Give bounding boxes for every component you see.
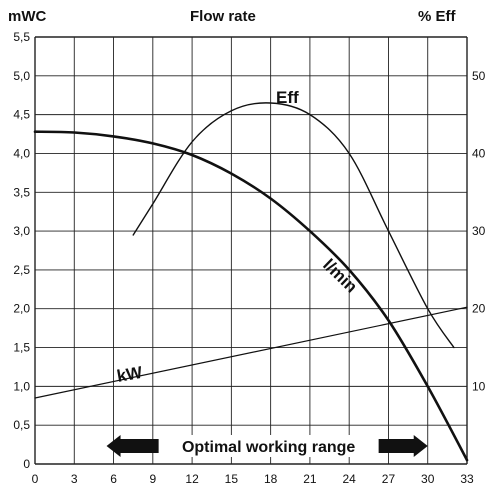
y-tick-label: 2,5 [13,263,30,277]
annotation-kw: kW [115,363,144,386]
annotation-eff: Eff [276,88,299,107]
series-line-eff [132,102,455,349]
x-tick-label: 27 [382,472,396,486]
y2-tick-label: 40 [472,146,486,160]
x-tick-label: 15 [225,472,239,486]
x-tick-label: 24 [343,472,357,486]
x-tick-label: 6 [110,472,117,486]
x-tick-label: 30 [421,472,435,486]
range-label-bg [158,435,379,457]
right-axis-title: % Eff [418,8,456,25]
x-tick-label: 33 [460,472,474,486]
x-tick-label: 21 [303,472,317,486]
y-tick-label: 3,0 [13,224,30,238]
y2-tick-label: 20 [472,302,486,316]
series-line-kw [34,306,468,399]
y-tick-label: 5,5 [13,30,30,44]
y-tick-label: 2,0 [13,302,30,316]
range-right-arrow [373,435,428,457]
series-line-l-min [33,130,469,462]
left-axis-title: mWC [8,8,47,25]
optimal-range-indicator: Optimal working range [106,435,428,457]
curves: Eff l/min kW [33,88,469,462]
optimal-range-label: Optimal working range [182,439,355,456]
x-tick-label: 3 [71,472,78,486]
y2-tick-label: 50 [472,69,486,83]
right-axis-ticks: 10 20 30 40 50 [472,69,486,394]
x-tick-label: 18 [264,472,278,486]
y2-tick-label: 10 [472,379,486,393]
y-tick-label: 4,0 [13,146,30,160]
y-tick-label: 4,5 [13,108,30,122]
y-tick-label: 0,5 [13,418,30,432]
annotation-l-min: l/min [319,255,361,296]
y-tick-label: 5,0 [13,69,30,83]
grid [34,36,468,465]
y-tick-label: 0 [23,457,30,471]
y-tick-label: 1,0 [13,379,30,393]
x-axis-ticks: 0 3 6 9 12 15 18 21 24 27 30 33 [32,472,474,486]
x-tick-label: 9 [149,472,156,486]
y-tick-label: 3,5 [13,185,30,199]
x-tick-label: 0 [32,472,39,486]
y-tick-label: 1,5 [13,341,30,355]
chart-title: Flow rate [190,8,256,25]
range-left-arrow [106,435,161,457]
left-axis-ticks: 0 0,5 1,0 1,5 2,0 2,5 3,0 3,5 4,0 4,5 5,0 5,5 [13,30,30,471]
x-tick-label: 12 [185,472,199,486]
y2-tick-label: 30 [472,224,486,238]
